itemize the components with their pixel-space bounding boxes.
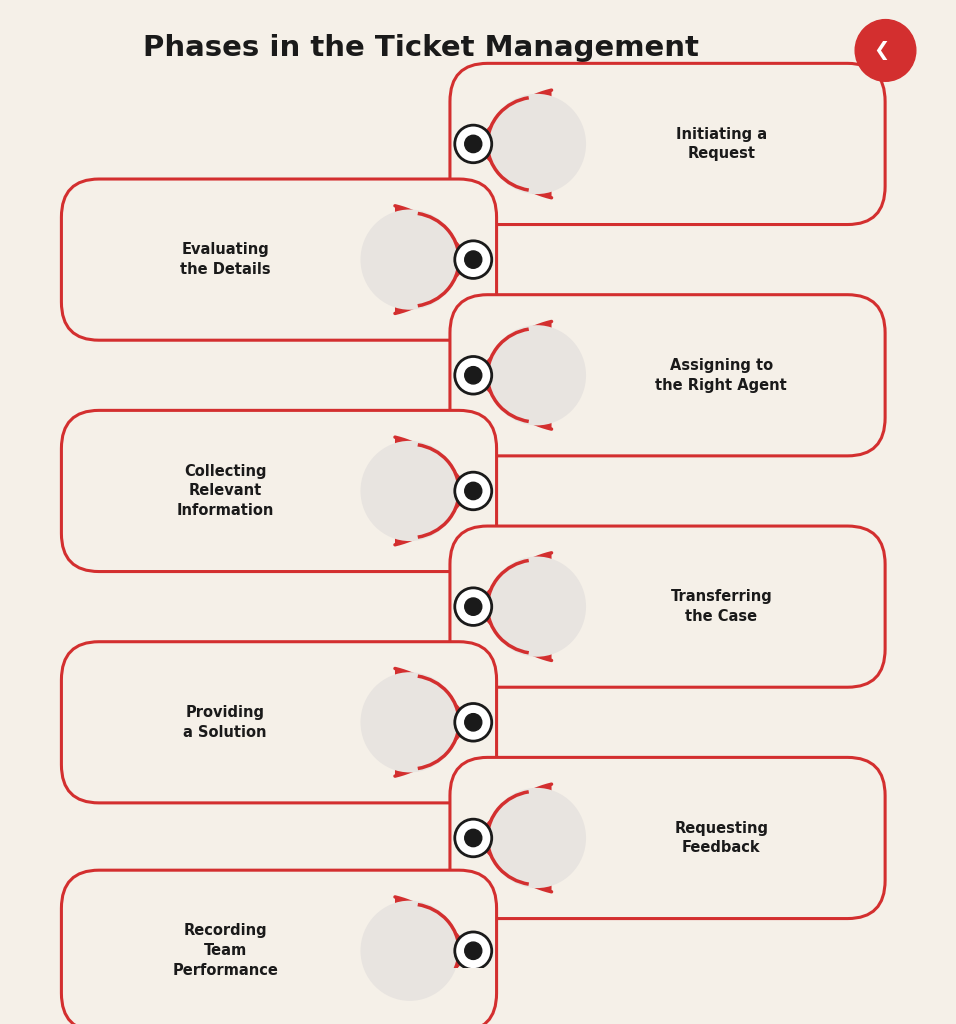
Circle shape	[488, 94, 586, 195]
Circle shape	[465, 135, 482, 153]
Polygon shape	[395, 437, 469, 545]
Circle shape	[455, 819, 491, 857]
Circle shape	[360, 901, 459, 1000]
FancyBboxPatch shape	[61, 411, 496, 571]
Circle shape	[465, 482, 482, 500]
Text: Recording
Team
Performance: Recording Team Performance	[172, 924, 278, 978]
FancyBboxPatch shape	[450, 526, 885, 687]
Circle shape	[455, 241, 491, 279]
Text: Collecting
Relevant
Information: Collecting Relevant Information	[177, 464, 273, 518]
Circle shape	[455, 932, 491, 970]
Polygon shape	[395, 206, 469, 313]
Circle shape	[856, 19, 916, 81]
Text: Evaluating
the Details: Evaluating the Details	[180, 243, 271, 278]
FancyBboxPatch shape	[450, 63, 885, 224]
Circle shape	[360, 441, 459, 541]
Polygon shape	[395, 669, 469, 776]
Circle shape	[465, 251, 482, 268]
Text: Requesting
Feedback: Requesting Feedback	[674, 820, 769, 855]
Text: Providing
a Solution: Providing a Solution	[184, 705, 267, 739]
Circle shape	[465, 942, 482, 959]
FancyBboxPatch shape	[450, 758, 885, 919]
Circle shape	[455, 125, 491, 163]
FancyBboxPatch shape	[61, 179, 496, 340]
Polygon shape	[478, 784, 552, 892]
Polygon shape	[395, 897, 469, 1005]
Circle shape	[488, 326, 586, 425]
Text: Assigning to
the Right Agent: Assigning to the Right Agent	[656, 357, 787, 392]
Circle shape	[465, 829, 482, 847]
FancyBboxPatch shape	[450, 295, 885, 456]
Circle shape	[465, 714, 482, 731]
Circle shape	[465, 367, 482, 384]
Circle shape	[488, 556, 586, 656]
Circle shape	[455, 472, 491, 510]
Circle shape	[455, 356, 491, 394]
Text: ❮: ❮	[874, 41, 890, 60]
Circle shape	[488, 787, 586, 888]
Text: Initiating a
Request: Initiating a Request	[676, 127, 767, 162]
Circle shape	[360, 210, 459, 309]
Circle shape	[465, 598, 482, 615]
FancyBboxPatch shape	[61, 642, 496, 803]
Text: Phases in the Ticket Management: Phases in the Ticket Management	[143, 34, 699, 61]
Polygon shape	[478, 90, 552, 198]
Polygon shape	[478, 553, 552, 660]
Circle shape	[455, 703, 491, 741]
Circle shape	[360, 672, 459, 772]
Polygon shape	[478, 322, 552, 429]
Circle shape	[455, 588, 491, 626]
Text: Transferring
the Case: Transferring the Case	[670, 589, 772, 624]
FancyBboxPatch shape	[61, 870, 496, 1024]
